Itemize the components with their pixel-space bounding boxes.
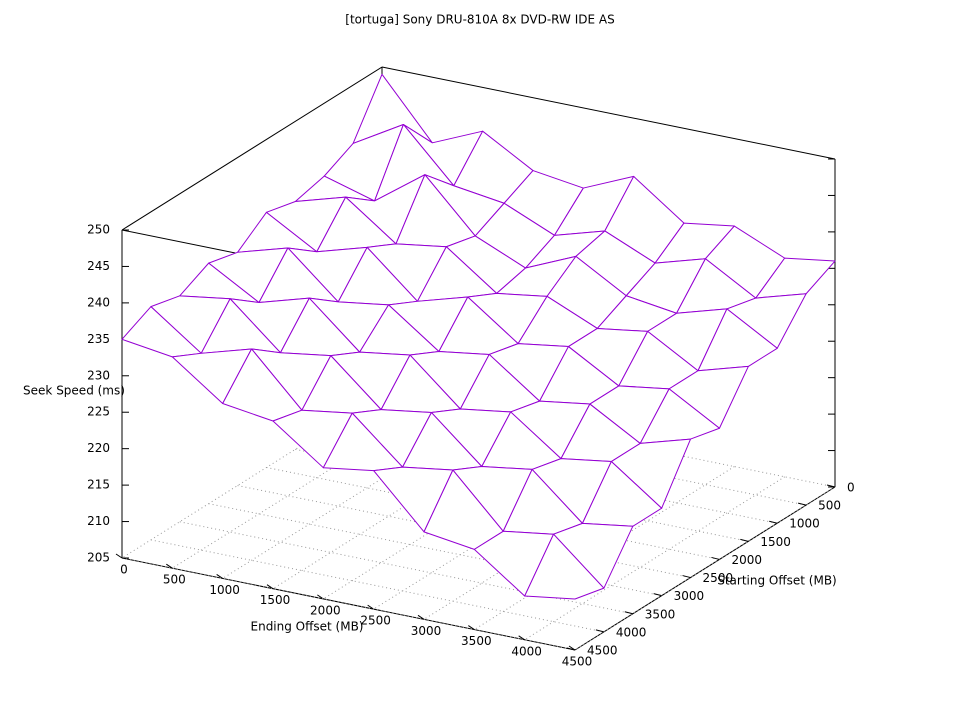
x-tick-label: 1000 <box>209 583 240 597</box>
z-tick-label: 240 <box>87 295 110 309</box>
z-tick-label: 215 <box>87 478 110 492</box>
x-tick-label: 500 <box>163 573 186 587</box>
z-tick-label: 225 <box>87 405 110 419</box>
axis-line <box>121 557 576 651</box>
y-tick-label: 4500 <box>587 644 618 658</box>
y-tick-label: 3000 <box>674 589 705 603</box>
z-tick-label: 250 <box>87 223 110 237</box>
x-axis-title: Ending Offset (MB) <box>251 620 364 634</box>
y-tick-label: 0 <box>847 481 855 495</box>
z-tick-label: 245 <box>87 259 110 273</box>
y-tick-label: 2500 <box>703 571 734 585</box>
y-tick-label: 3500 <box>645 607 676 621</box>
tick-mark <box>518 635 525 641</box>
z-tick-label: 230 <box>87 368 110 382</box>
z-axis-title: Seek Speed (ms) <box>23 384 125 398</box>
y-tick-label: 4000 <box>616 625 647 639</box>
y-tick-label: 500 <box>818 499 841 513</box>
tick-mark <box>769 520 778 524</box>
y-axis-title: Starting Offset (MB) <box>717 574 837 588</box>
x-tick-label: 4000 <box>511 644 542 658</box>
tick-mark <box>797 502 807 506</box>
y-tick-label: 1500 <box>760 535 791 549</box>
tick-mark <box>468 625 475 630</box>
z-tick-label: 210 <box>87 514 110 528</box>
z-tick-label: 220 <box>87 441 110 455</box>
x-tick-label: 2000 <box>310 603 341 617</box>
tick-mark <box>624 611 633 615</box>
tick-mark <box>653 593 662 597</box>
tick-mark <box>417 614 425 620</box>
x-tick-label: 0 <box>120 563 128 577</box>
tick-mark <box>216 574 223 579</box>
tick-mark <box>711 556 720 560</box>
tick-mark <box>367 604 374 610</box>
box-edge <box>381 66 836 160</box>
tick-mark <box>566 647 576 651</box>
y-tick-label: 1000 <box>789 517 820 531</box>
tick-mark <box>166 563 173 569</box>
x-tick-label: 2500 <box>360 614 391 628</box>
tick-mark <box>595 629 605 633</box>
x-tick-label: 4500 <box>562 655 593 669</box>
y-tick-label: 2000 <box>731 553 762 567</box>
tick-mark <box>115 553 123 559</box>
x-tick-label: 3000 <box>411 624 442 638</box>
tick-mark <box>682 575 691 579</box>
box-edge <box>121 66 383 231</box>
chart-title: [tortuga] Sony DRU-810A 8x DVD-RW IDE AS <box>345 13 614 27</box>
z-tick-label: 235 <box>87 332 110 346</box>
z-tick-label: 205 <box>87 551 110 565</box>
axis-line <box>574 486 836 651</box>
surface-cell <box>524 533 605 600</box>
x-tick-label: 3500 <box>461 634 492 648</box>
x-tick-label: 1500 <box>260 593 291 607</box>
tick-mark <box>740 538 749 542</box>
